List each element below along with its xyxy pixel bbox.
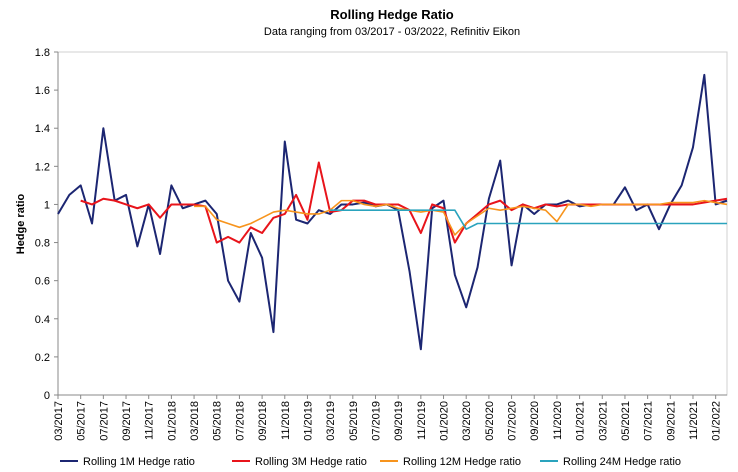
y-tick-label: 1.6 [35, 85, 50, 97]
x-tick-label: 01/2019 [302, 401, 314, 441]
x-tick-label: 11/2020 [552, 401, 564, 440]
y-tick-label: 0.6 [35, 276, 50, 288]
x-tick-label: 03/2018 [189, 401, 201, 441]
x-tick-label: 05/2019 [348, 401, 360, 441]
x-tick-label: 05/2017 [76, 401, 88, 441]
x-tick-label: 01/2022 [711, 401, 723, 441]
x-tick-label: 05/2018 [212, 401, 224, 441]
x-tick-label: 01/2018 [166, 401, 178, 441]
x-tick-label: 07/2018 [234, 401, 246, 441]
x-tick-label: 11/2018 [280, 401, 292, 440]
x-tick-label: 07/2020 [507, 401, 519, 441]
legend-label: Rolling 12M Hedge ratio [403, 456, 521, 468]
x-tick-label: 07/2019 [370, 401, 382, 441]
y-tick-label: 0.8 [35, 238, 50, 250]
y-tick-label: 0 [44, 390, 50, 402]
x-tick-label: 09/2021 [665, 401, 677, 441]
y-tick-label: 1 [44, 199, 50, 211]
x-tick-label: 03/2021 [597, 401, 609, 441]
x-tick-label: 09/2017 [121, 401, 133, 441]
y-tick-label: 1.8 [35, 47, 50, 59]
chart-title: Rolling Hedge Ratio [330, 7, 454, 22]
series-line [57, 73, 728, 351]
legend-label: Rolling 24M Hedge ratio [563, 456, 681, 468]
legend-label: Rolling 3M Hedge ratio [255, 456, 367, 468]
x-tick-label: 11/2021 [688, 401, 700, 440]
x-tick-label: 11/2017 [144, 401, 156, 440]
x-tick-label: 05/2021 [620, 401, 632, 441]
y-tick-label: 0.4 [35, 314, 50, 326]
x-tick-label: 09/2018 [257, 401, 269, 441]
x-tick-label: 01/2021 [575, 401, 587, 441]
y-tick-label: 1.2 [35, 161, 50, 173]
x-tick-label: 07/2017 [98, 401, 110, 441]
chart-subtitle: Data ranging from 03/2017 - 03/2022, Ref… [264, 26, 520, 38]
x-tick-label: 11/2019 [416, 401, 428, 440]
legend-label: Rolling 1M Hedge ratio [83, 456, 195, 468]
x-tick-label: 01/2020 [439, 401, 451, 441]
x-tick-label: 07/2021 [643, 401, 655, 441]
y-tick-label: 1.4 [35, 123, 50, 135]
x-tick-label: 09/2019 [393, 401, 405, 441]
series-line [194, 199, 728, 236]
y-tick-label: 0.2 [35, 352, 50, 364]
y-axis-label: Hedge ratio [15, 193, 27, 254]
series-line [330, 209, 727, 231]
x-tick-label: 03/2017 [53, 401, 65, 441]
x-tick-label: 05/2020 [484, 401, 496, 441]
x-tick-label: 03/2019 [325, 401, 337, 441]
x-tick-label: 09/2020 [529, 401, 541, 441]
x-tick-label: 03/2020 [461, 401, 473, 441]
series-line [80, 161, 728, 244]
